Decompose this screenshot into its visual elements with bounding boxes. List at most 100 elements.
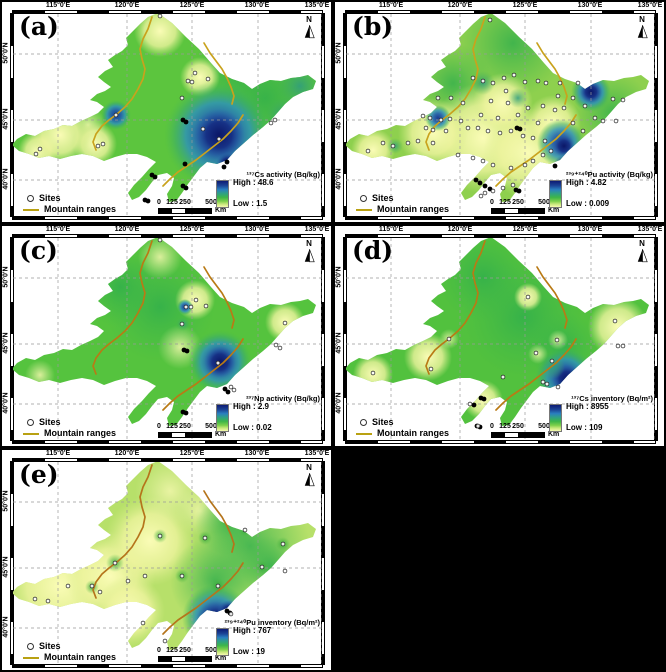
frame-ticks-left	[10, 237, 14, 441]
lon-label: 130°0'E	[244, 2, 270, 9]
colorbar: ¹³⁷Cs activity (Bq/kg) High : 48.6 Low :…	[200, 170, 320, 208]
frame-ticks-bottom	[345, 440, 656, 444]
colorbar-ramp	[216, 180, 229, 208]
colorbar-ramp	[216, 628, 229, 656]
lon-label: 120°0'E	[114, 450, 140, 457]
scale-unit: Km	[215, 655, 227, 662]
lon-label: 115°0'E	[378, 226, 404, 233]
lat-label: 45°0'N	[2, 332, 10, 354]
north-arrow: N	[300, 464, 318, 487]
colorbar: ²³⁹⁺²⁴⁰Pu activity (Bq/kg) High : 4.82 L…	[533, 170, 653, 208]
colorbar-title: ¹³⁷Cs inventory (Bq/m²)	[571, 394, 653, 403]
map-canvas	[346, 238, 655, 440]
lat-label: 40°0'N	[2, 168, 10, 190]
lon-label: 120°0'E	[447, 2, 473, 9]
frame-ticks-bottom	[12, 440, 323, 444]
lat-label: 50°0'N	[335, 42, 343, 64]
map-canvas	[346, 14, 655, 216]
colorbar-title: ²³⁹⁺²⁴⁰Pu inventory (Bq/m²)	[224, 618, 320, 627]
scale-bar: 0 125 250 500 Km	[157, 647, 227, 662]
north-arrow-icon	[637, 249, 648, 263]
sites-label: Sites	[39, 193, 61, 203]
scale-unit: Km	[548, 207, 560, 214]
lon-label: 115°0'E	[45, 226, 71, 233]
mountain-label: Mountain ranges	[377, 204, 450, 214]
lon-label: 125°0'E	[512, 2, 538, 9]
scale-unit: Km	[215, 207, 227, 214]
map-frame: (d) N Sites Mountain ranges 0 125 250 50…	[343, 234, 658, 444]
colorbar-high: High : 767	[233, 626, 272, 635]
mountain-label: Mountain ranges	[44, 428, 117, 438]
mountain-label: Mountain ranges	[377, 428, 450, 438]
panel-e: 115°0'E 120°0'E 125°0'E 130°0'E 135°0'E …	[2, 450, 331, 670]
lat-label: 40°0'N	[335, 168, 343, 190]
frame-ticks-bottom	[12, 664, 323, 668]
panel-letter: (e)	[19, 460, 59, 489]
site-marker-icon	[360, 195, 367, 202]
lon-label: 130°0'E	[244, 450, 270, 457]
mountain-label: Mountain ranges	[44, 204, 117, 214]
map-frame: (c) N Sites Mountain ranges 0 125 250 50…	[10, 234, 325, 444]
sites-label: Sites	[39, 417, 61, 427]
colorbar-title: ²³⁹⁺²⁴⁰Pu activity (Bq/kg)	[565, 170, 653, 179]
north-arrow-icon	[637, 25, 648, 39]
site-marker-icon	[27, 419, 34, 426]
panel-a: 115°0'E 120°0'E 125°0'E 130°0'E 135°0'E …	[2, 2, 331, 222]
lat-label: 45°0'N	[335, 108, 343, 130]
map-legend: Sites Mountain ranges	[356, 193, 449, 215]
north-arrow: N	[300, 16, 318, 39]
colorbar-title: ²³⁷Np activity (Bq/kg)	[246, 394, 320, 403]
sites-label: Sites	[372, 417, 394, 427]
sites-label: Sites	[39, 641, 61, 651]
frame-ticks-top	[345, 234, 656, 238]
scale-unit: Km	[548, 431, 560, 438]
panel-letter: (d)	[352, 236, 394, 265]
colorbar-low: Low : 109	[566, 423, 603, 432]
frame-ticks-bottom	[345, 216, 656, 220]
map-frame: (b) N Sites Mountain ranges 0 125 250 50…	[343, 10, 658, 220]
lon-label: 135°0'E	[304, 450, 330, 457]
map-legend: Sites Mountain ranges	[23, 417, 116, 439]
panel-letter: (c)	[19, 236, 58, 265]
mountain-line-icon	[356, 208, 372, 211]
frame-ticks-right	[321, 237, 325, 441]
site-marker-icon	[360, 419, 367, 426]
panel-b: 115°0'E 120°0'E 125°0'E 130°0'E 135°0'E …	[335, 2, 664, 222]
colorbar-title: ¹³⁷Cs activity (Bq/kg)	[246, 170, 320, 179]
map-canvas	[13, 238, 322, 440]
frame-ticks-left	[343, 13, 347, 217]
colorbar-high: High : 48.6	[233, 178, 274, 187]
scale-bar: 0 125 250 500 Km	[490, 423, 560, 438]
lat-label: 40°0'N	[2, 392, 10, 414]
lon-label: 125°0'E	[512, 226, 538, 233]
lat-label: 50°0'N	[335, 266, 343, 288]
frame-ticks-left	[343, 237, 347, 441]
colorbar-low: Low : 0.009	[566, 199, 610, 208]
mountain-line-icon	[23, 656, 39, 659]
map-frame: (e) N Sites Mountain ranges 0 125 250 50…	[10, 458, 325, 668]
lat-label: 50°0'N	[2, 266, 10, 288]
north-arrow: N	[300, 240, 318, 263]
lat-label: 45°0'N	[335, 332, 343, 354]
colorbar-high: High : 2.9	[233, 402, 270, 411]
scale-bar: 0 125 250 500 Km	[157, 423, 227, 438]
colorbar: ¹³⁷Cs inventory (Bq/m²) High : 8955 Low …	[533, 394, 653, 432]
colorbar: ²³⁹⁺²⁴⁰Pu inventory (Bq/m²) High : 767 L…	[200, 618, 320, 656]
scale-bar: 0 125 250 500 Km	[157, 199, 227, 214]
panel-c: 115°0'E 120°0'E 125°0'E 130°0'E 135°0'E …	[2, 226, 331, 446]
lon-label: 120°0'E	[114, 226, 140, 233]
mountain-line-icon	[23, 208, 39, 211]
lon-label: 135°0'E	[304, 226, 330, 233]
lon-label: 125°0'E	[179, 2, 205, 9]
map-frame: (a) N Sites Mountain ranges 0 125 250 50…	[10, 10, 325, 220]
north-arrow-icon	[304, 249, 315, 263]
lon-label: 135°0'E	[304, 2, 330, 9]
scale-bar-segments	[158, 208, 212, 214]
scale-bar-segments	[491, 208, 545, 214]
north-arrow-icon	[304, 25, 315, 39]
map-canvas	[13, 462, 322, 664]
lon-label: 130°0'E	[577, 226, 603, 233]
lon-label: 115°0'E	[45, 2, 71, 9]
panel-d: 115°0'E 120°0'E 125°0'E 130°0'E 135°0'E …	[335, 226, 664, 446]
